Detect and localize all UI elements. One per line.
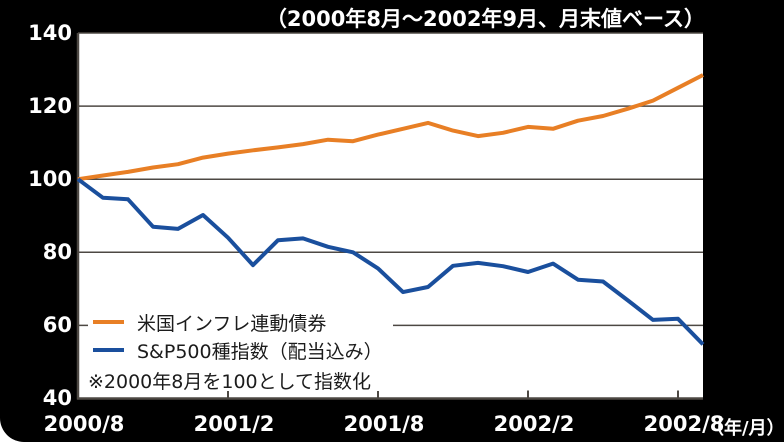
y-tick-label: 80 — [42, 240, 72, 264]
bond-line-swatch — [93, 320, 124, 324]
y-tick-label: 60 — [42, 313, 72, 337]
bond-series-line — [77, 73, 704, 182]
ticks-group — [227, 390, 679, 399]
y-tick-label: 120 — [28, 94, 72, 118]
x-axis-unit-label: （年/月） — [706, 418, 784, 439]
index-base-note: ※2000年8月を100として指数化 — [88, 367, 393, 393]
legend-label-sp500: S&P500種指数（配当込み） — [137, 340, 383, 363]
y-tick-label: 140 — [28, 21, 72, 45]
x-tick-label: 2002/2 — [493, 412, 575, 436]
x-tick-label: 2001/2 — [193, 412, 275, 436]
chart-legend: 米国インフレ連動債券 S&P500種指数（配当込み） ※2000年8月を100と… — [88, 311, 393, 393]
axes-group — [76, 33, 703, 400]
x-tick-label: 2001/8 — [343, 412, 425, 436]
x-tick-label: 2000/8 — [43, 412, 125, 436]
legend-item-sp500: S&P500種指数（配当込み） — [88, 339, 393, 363]
legend-label-bond: 米国インフレ連動債券 — [137, 312, 327, 335]
y-tick-label: 100 — [28, 167, 72, 191]
chart-title: （2000年8月～2002年9月、月末値ベース） — [265, 7, 705, 31]
legend-item-bond: 米国インフレ連動債券 — [88, 311, 393, 335]
sp500-line-swatch — [93, 348, 124, 352]
x-tick-label: 2002/8 — [643, 412, 725, 436]
sp500-series-line — [76, 177, 705, 346]
plot-area — [78, 33, 703, 399]
y-tick-label: 40 — [42, 386, 72, 410]
